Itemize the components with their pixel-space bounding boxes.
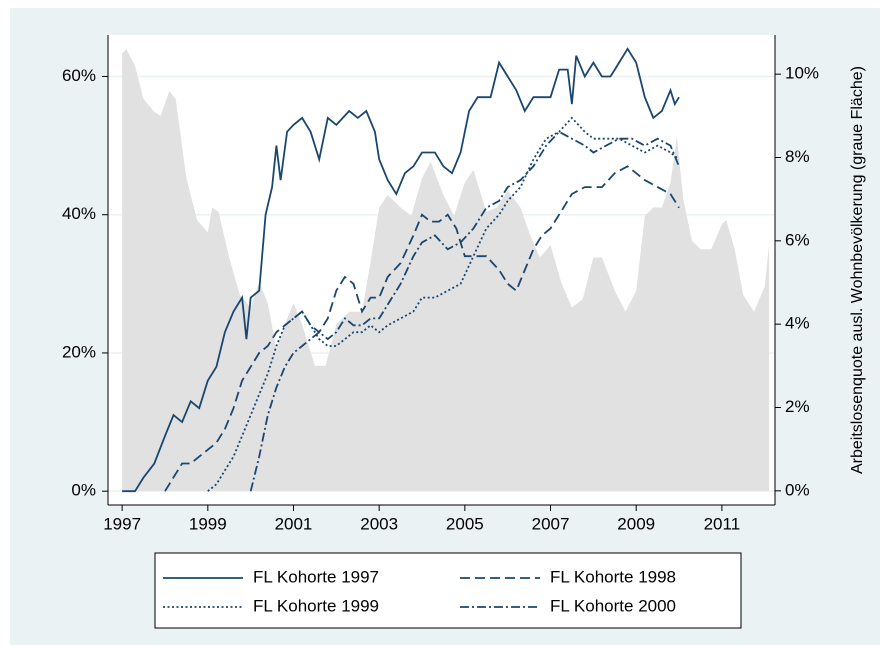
line bbox=[122, 47, 680, 493]
plot bbox=[108, 47, 775, 493]
x-tick-label: 1997 bbox=[103, 514, 141, 533]
y2-tick-label: 4% bbox=[785, 314, 810, 333]
x-tick-label: 2011 bbox=[704, 514, 741, 533]
y-tick-label: 20% bbox=[62, 342, 96, 361]
y2-tick-label: 8% bbox=[785, 147, 810, 166]
y2-axis-label: Arbeitslosenquote ausl. Wohnbevölkerung … bbox=[849, 66, 866, 474]
y2-tick-label: 0% bbox=[785, 480, 810, 499]
legend-label: FL Kohorte 1997 bbox=[253, 567, 379, 586]
legend-label: FL Kohorte 1999 bbox=[253, 596, 379, 615]
line bbox=[164, 165, 680, 492]
x-tick-label: 2003 bbox=[360, 514, 398, 533]
x-tick-label: 2009 bbox=[617, 514, 655, 533]
x-tick-label: 2007 bbox=[532, 514, 570, 533]
x-tick-label: 2005 bbox=[446, 514, 484, 533]
y-tick-label: 0% bbox=[71, 481, 96, 500]
area bbox=[122, 49, 770, 491]
legend-box bbox=[154, 552, 742, 629]
y-tick-label: 40% bbox=[62, 204, 96, 223]
y2-tick-label: 10% bbox=[785, 64, 819, 83]
legend-label: FL Kohorte 2000 bbox=[550, 596, 676, 615]
x-tick-label: 1999 bbox=[189, 514, 227, 533]
y2-tick-label: 2% bbox=[785, 397, 810, 416]
y2-tick-label: 6% bbox=[785, 230, 810, 249]
legend-label: FL Kohorte 1998 bbox=[550, 567, 676, 586]
x-tick-label: 2001 bbox=[275, 514, 313, 533]
y-tick-label: 60% bbox=[62, 66, 96, 85]
line bbox=[249, 130, 680, 492]
